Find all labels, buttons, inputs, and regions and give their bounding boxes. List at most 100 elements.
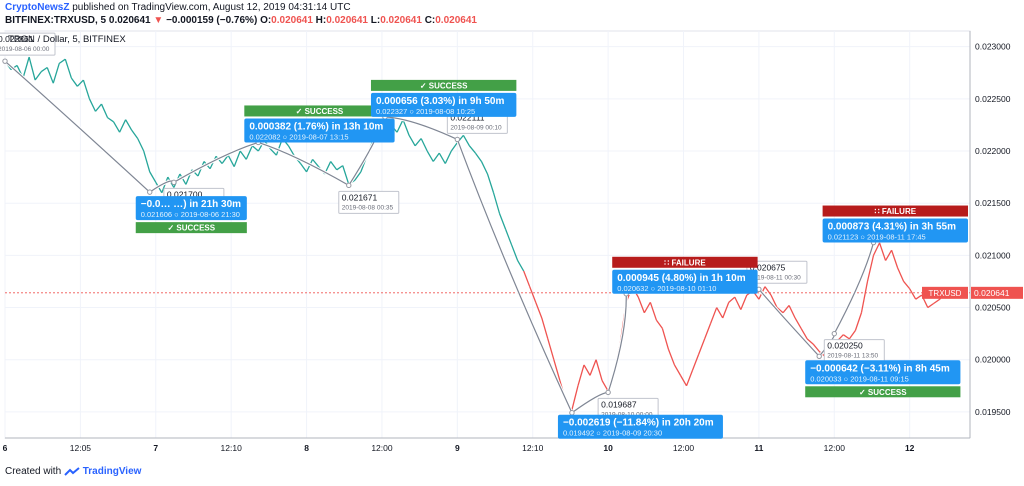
price-segment	[860, 281, 869, 313]
pivot-date: 2019-08-06 00:00	[0, 46, 50, 53]
price-segment	[933, 298, 941, 304]
price-segment	[52, 63, 60, 84]
price-segment	[884, 249, 893, 261]
price-segment	[794, 317, 802, 329]
annotation-change: 0.000656 (3.03%) in 9h 50m	[376, 96, 505, 107]
price-segment	[227, 154, 235, 167]
open-label: O:	[260, 15, 272, 26]
pivot-date: 2019-08-11 00:30	[750, 274, 801, 281]
price-segment	[450, 142, 458, 152]
price-segment	[878, 242, 887, 261]
price-segment	[269, 148, 277, 156]
y-tick-label: 0.022000	[975, 146, 1011, 156]
x-tick-label: 12:00	[371, 443, 393, 453]
pivot-label-box	[0, 32, 56, 56]
price-segment	[149, 171, 157, 183]
annotation-change: −0.002619 (−11.84%) in 20h 20m	[563, 418, 714, 429]
pivot-label: 0.020675 2019-08-11 00:30	[746, 260, 808, 284]
price-segment	[710, 307, 718, 324]
status-badge-label: ✓ SUCCESS	[420, 81, 468, 90]
price-segment	[800, 328, 808, 340]
price-segment	[704, 322, 712, 340]
price-segment	[637, 296, 645, 314]
price-segment	[107, 117, 114, 123]
y-tick-label: 0.019500	[975, 407, 1011, 417]
author-name[interactable]: CryptoNewsZ	[5, 2, 70, 13]
pivot-price: 0.022111	[450, 112, 484, 122]
price-segment	[872, 242, 881, 256]
pivot-price: 0.020250	[827, 341, 863, 351]
x-tick-label: 7	[153, 443, 158, 453]
price-segment	[474, 152, 482, 162]
price-segment	[233, 150, 241, 167]
price-segment	[511, 244, 519, 261]
last-price-symbol: TRXUSD	[929, 289, 962, 298]
annotation-change: 0.000873 (4.31%) in 3h 55m	[828, 222, 957, 233]
status-badge	[244, 105, 395, 117]
pivot-price: 0.021671	[342, 192, 378, 202]
x-tick-label: 6	[3, 443, 8, 453]
price-segment	[667, 349, 676, 366]
x-tick-label: 9	[455, 443, 460, 453]
price-segment	[88, 98, 97, 112]
x-tick-label: 12:05	[70, 443, 92, 453]
price-segment	[890, 249, 899, 269]
price-segment	[76, 79, 84, 87]
pivot-label-box	[338, 190, 400, 214]
price-segment	[535, 302, 543, 319]
price-segment	[529, 286, 537, 303]
annotation-change: −0.000642 (−3.11%) in 8h 45m	[810, 363, 950, 374]
price-segment	[251, 145, 259, 152]
price-segment	[716, 307, 724, 319]
status-badge	[805, 386, 961, 398]
annotation-box	[135, 196, 247, 221]
price-segment	[22, 56, 30, 79]
pivot-date: 2019-08-11 13:50	[827, 353, 878, 360]
pivot-dot	[454, 136, 461, 143]
price-segment	[517, 260, 525, 272]
price-segment	[764, 286, 772, 296]
pivot-label: 0.022861 2019-08-06 00:00	[0, 32, 56, 56]
price-segment	[806, 338, 814, 345]
down-triangle-icon: ▼	[153, 15, 164, 26]
annotation-price-date: 0.020033 ○ 2019-08-11 09:15	[810, 374, 909, 383]
y-tick-label: 0.021500	[975, 198, 1011, 208]
annotation-box	[370, 92, 517, 117]
price-segment	[740, 294, 748, 310]
pivot-dot	[816, 353, 822, 359]
price-segment	[161, 176, 169, 193]
price-segment	[336, 165, 344, 171]
price-segment	[143, 150, 151, 173]
status-badge-label: ∷ FAILURE	[664, 258, 706, 267]
price-segment	[504, 229, 513, 246]
price-segment	[408, 135, 416, 147]
status-badge	[135, 222, 247, 234]
price-segment	[589, 359, 597, 376]
price-chart[interactable]: 0.023000 0.022500 0.022000 0.021500 0.021000…	[0, 28, 1024, 460]
price-segment	[40, 66, 48, 73]
price-segment	[523, 270, 531, 287]
price-segment	[480, 161, 489, 175]
price-segment	[776, 307, 784, 314]
annotation-price-date: 0.021123 ○ 2019-08-11 17:45	[828, 233, 926, 242]
low-value: 0.020641	[380, 15, 422, 26]
price-segment	[661, 328, 670, 350]
price-change: −0.000159 (−0.76%)	[166, 15, 258, 26]
price-segment	[842, 334, 850, 340]
price-segment	[34, 71, 42, 81]
price-segment	[649, 302, 657, 321]
price-segment	[903, 281, 911, 290]
pivot-dot	[2, 58, 8, 64]
price-segment	[82, 79, 91, 100]
price-segment	[498, 213, 507, 230]
price-segment	[426, 150, 434, 162]
x-tick-label: 12:00	[673, 443, 695, 453]
created-with-text: Created with	[5, 466, 62, 477]
pivot-price: 0.020675	[750, 262, 786, 272]
status-badge	[370, 79, 517, 91]
tradingview-brand[interactable]: TradingView	[82, 466, 142, 477]
published-text: published on TradingView.com, August 12,…	[72, 2, 351, 13]
